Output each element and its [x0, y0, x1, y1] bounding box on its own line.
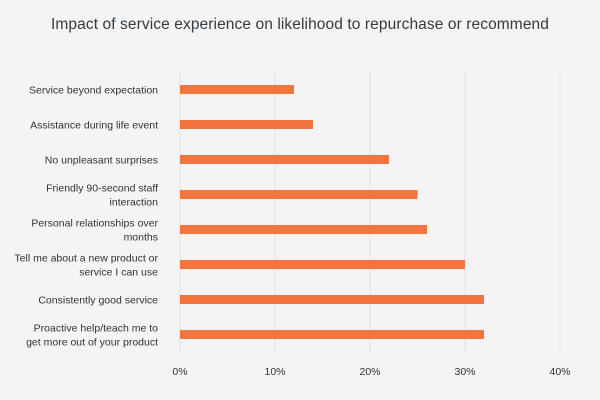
x-tick-label: 30% [454, 366, 475, 378]
bar [180, 85, 294, 94]
category-label: Service beyond expectation [29, 85, 158, 97]
x-tick-label: 20% [359, 366, 380, 378]
bar [180, 190, 418, 199]
x-tick-label: 10% [264, 366, 285, 378]
category-label: Consistently good service [38, 295, 158, 307]
bar [180, 155, 389, 164]
bar [180, 260, 465, 269]
x-tick-label: 0% [172, 366, 187, 378]
chart-title: Impact of service experience on likeliho… [51, 16, 549, 33]
bar [180, 330, 484, 339]
bar [180, 225, 427, 234]
bar [180, 120, 313, 129]
x-tick-label: 40% [549, 366, 570, 378]
category-label: Friendly 90-second staff interaction [46, 183, 158, 209]
category-label: No unpleasant surprises [45, 155, 158, 167]
bar [180, 295, 484, 304]
category-label: Personal relationships over months [31, 218, 158, 244]
category-label: Proactive help/teach me to get more out o… [26, 323, 158, 349]
category-label: Tell me about a new product or service I … [14, 253, 158, 279]
category-label: Assistance during life event [30, 120, 158, 132]
